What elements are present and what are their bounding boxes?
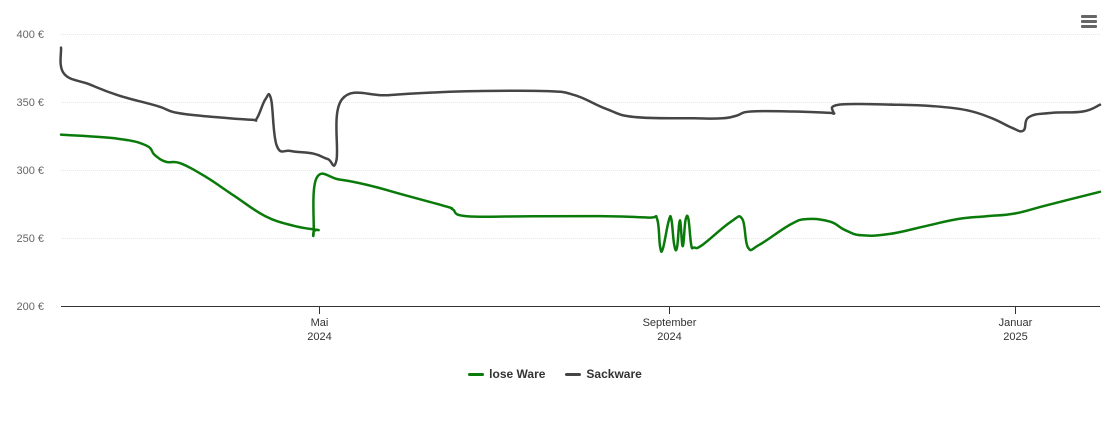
x-tick-year: 2024 — [657, 331, 681, 343]
chart-legend: lose Ware Sackware — [0, 364, 1110, 384]
legend-swatch-lose-ware — [468, 372, 485, 376]
series-layer — [59, 46, 1102, 254]
grid-layer — [61, 34, 1100, 239]
y-tick-label: 250 € — [16, 233, 44, 245]
legend-item-lose-ware[interactable]: lose Ware — [468, 367, 545, 381]
hamburger-menu-icon[interactable] — [1076, 10, 1100, 34]
legend-label-sackware: Sackware — [586, 367, 642, 381]
legend-item-sackware[interactable]: Sackware — [565, 367, 642, 381]
y-axis-labels: 200 € 250 € 300 € 350 € 400 € — [16, 29, 44, 313]
y-tick-label: 300 € — [16, 165, 44, 177]
x-axis: Mai 2024 September 2024 Januar 2025 — [61, 306, 1100, 343]
legend-label-lose-ware: lose Ware — [489, 367, 546, 381]
x-tick-label: Mai — [311, 317, 329, 329]
x-tick-label: Januar — [999, 317, 1033, 329]
x-tick-label: September — [643, 317, 697, 329]
series-line-sackware — [59, 46, 1102, 167]
x-tick-year: 2025 — [1003, 331, 1027, 343]
y-tick-label: 350 € — [16, 97, 44, 109]
y-tick-label: 200 € — [16, 301, 44, 313]
series-line-lose-ware — [59, 133, 1102, 254]
x-tick-year: 2024 — [307, 331, 331, 343]
legend-swatch-sackware — [565, 372, 582, 376]
y-tick-label: 400 € — [16, 29, 44, 41]
